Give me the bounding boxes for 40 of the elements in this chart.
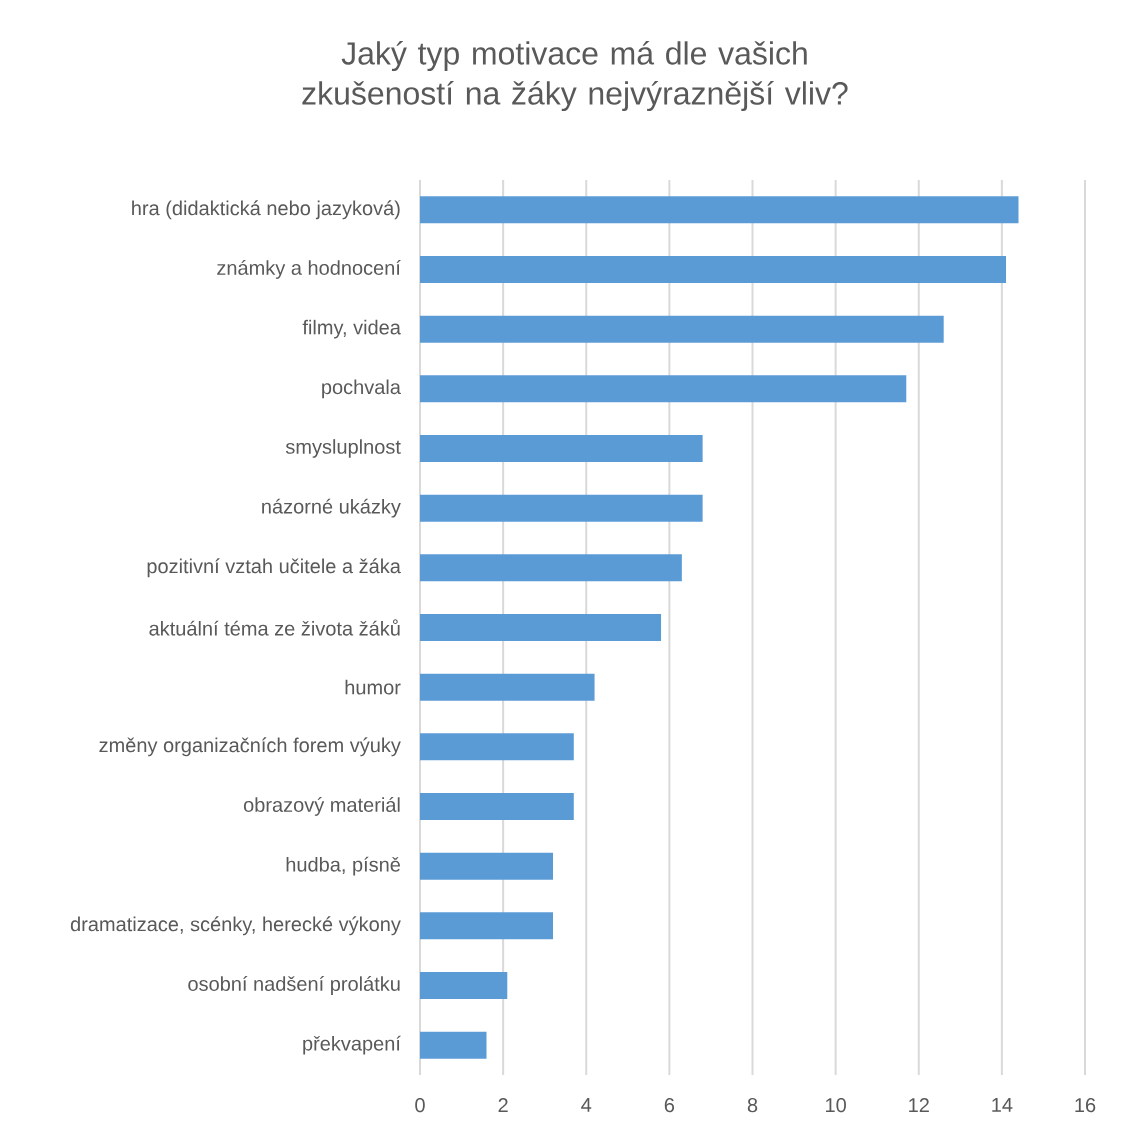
bar [420,554,682,582]
bar [420,1031,487,1059]
y-tick-label: obrazový materiál [243,797,400,816]
x-tick-label: 0 [415,1098,425,1113]
y-tick-label: dramatizace, scénky, herecké výkony [70,916,401,936]
bar [420,375,907,403]
x-tick-label: 14 [992,1098,1013,1112]
y-tick-label: názorné ukázky [262,498,401,518]
chart-title: Jaký typ motivace má dle vašich zkušeností na žáky nejvýraznější vliv? [302,40,848,112]
bar [420,255,1007,283]
y-tick-label: smysluplnost [285,439,401,458]
bar [420,196,1019,224]
y-tick-label: hra (didaktická nebo jazyková) [132,200,400,220]
bar [420,434,703,462]
x-tick-label: 16 [1075,1098,1096,1113]
x-tick-label: 12 [909,1098,929,1113]
y-tick-label: humor [345,679,401,695]
x-tick-label: 8 [747,1098,758,1113]
y-tick-label: hudba, písně [286,856,400,876]
bar [420,315,944,343]
y-tick-label: změny organizačních forem výuky [99,737,401,757]
y-tick-label: osobní nadšení prolátku [188,976,400,995]
x-tick-label: 6 [664,1098,675,1113]
bar [420,793,574,820]
y-tick-label: aktuální téma ze života žáků [149,619,400,636]
x-tick-label: 4 [581,1098,592,1112]
bar [420,852,553,880]
bar [420,673,595,701]
y-tick-label: pochvala [322,379,401,399]
bar [420,912,553,940]
x-tick-label: 10 [826,1098,846,1113]
y-tick-label: pozitivní vztah učitele a žáka [147,558,401,578]
bar [420,613,662,641]
y-tick-label: překvapení [303,1035,401,1055]
x-tick-label: 2 [498,1098,508,1113]
bar [420,971,508,999]
y-tick-label: známky a hodnocení [217,260,401,279]
bar [420,494,703,522]
y-tick-label: filmy, videa [302,319,401,339]
bar [420,733,574,761]
